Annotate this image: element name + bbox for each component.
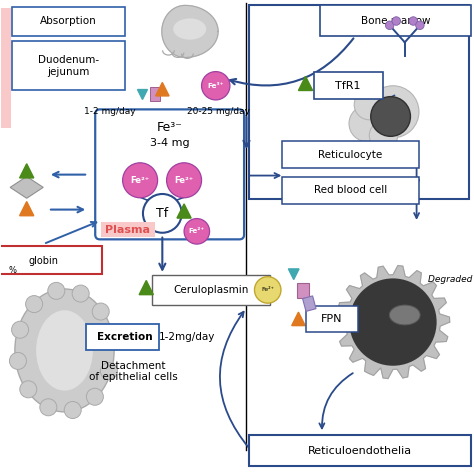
Text: 1-2mg/day: 1-2mg/day [159, 332, 216, 342]
Circle shape [11, 321, 28, 338]
Circle shape [123, 163, 157, 198]
Text: Duodenum-
jejunum: Duodenum- jejunum [38, 55, 99, 77]
FancyBboxPatch shape [314, 72, 383, 99]
Text: 20-25 mg/day: 20-25 mg/day [187, 107, 250, 116]
Ellipse shape [173, 18, 206, 40]
Text: Ceruloplasmin: Ceruloplasmin [173, 285, 249, 295]
Polygon shape [19, 164, 34, 178]
Bar [302, 296, 316, 311]
Ellipse shape [15, 289, 114, 412]
Circle shape [72, 285, 89, 302]
Text: Red blood cell: Red blood cell [314, 185, 387, 195]
Polygon shape [19, 201, 34, 216]
Circle shape [20, 381, 37, 398]
Circle shape [367, 86, 419, 138]
Circle shape [201, 72, 230, 100]
Circle shape [102, 331, 119, 348]
Text: Reticulocyte: Reticulocyte [319, 150, 383, 160]
FancyBboxPatch shape [282, 141, 419, 168]
Circle shape [143, 194, 182, 233]
FancyBboxPatch shape [282, 176, 419, 204]
Bar [0, 8, 11, 128]
Text: Plasma: Plasma [105, 225, 150, 235]
Circle shape [64, 401, 81, 419]
FancyBboxPatch shape [95, 109, 244, 239]
FancyBboxPatch shape [306, 306, 357, 331]
Text: Fe³⁻: Fe³⁻ [157, 121, 183, 134]
Polygon shape [177, 204, 191, 218]
Text: globin: globin [28, 255, 58, 265]
Text: Fe²⁺: Fe²⁺ [130, 176, 150, 185]
Circle shape [92, 303, 109, 320]
FancyBboxPatch shape [86, 324, 159, 350]
Bar [298, 283, 309, 299]
Circle shape [392, 17, 401, 25]
Circle shape [416, 21, 424, 29]
Polygon shape [292, 312, 305, 326]
FancyBboxPatch shape [152, 275, 270, 305]
Circle shape [385, 21, 394, 29]
Polygon shape [336, 265, 450, 379]
Text: TfR1: TfR1 [335, 81, 361, 91]
Polygon shape [137, 90, 147, 100]
Text: Absorption: Absorption [40, 17, 97, 27]
Circle shape [184, 219, 210, 244]
Text: 3-4 mg: 3-4 mg [150, 138, 190, 148]
Text: Degraded in: Degraded in [428, 275, 474, 284]
FancyBboxPatch shape [11, 7, 125, 36]
Polygon shape [162, 5, 218, 57]
Polygon shape [155, 82, 169, 96]
Text: Fe³⁺: Fe³⁺ [208, 83, 224, 89]
Text: Tf: Tf [156, 207, 168, 220]
Circle shape [354, 90, 384, 120]
Circle shape [86, 388, 103, 405]
Text: Fe²⁺: Fe²⁺ [261, 287, 274, 292]
Polygon shape [299, 76, 313, 91]
Ellipse shape [36, 310, 93, 391]
Text: 1-2 mg/day: 1-2 mg/day [83, 107, 135, 116]
Circle shape [26, 296, 43, 312]
Text: Excretion: Excretion [97, 332, 152, 342]
Polygon shape [139, 281, 154, 295]
Circle shape [166, 163, 201, 198]
FancyBboxPatch shape [319, 5, 471, 36]
Ellipse shape [390, 305, 420, 325]
Circle shape [349, 278, 437, 366]
Text: Fe²⁺: Fe²⁺ [174, 176, 194, 185]
Text: FPN: FPN [321, 314, 342, 324]
Bar [150, 87, 160, 101]
Circle shape [371, 97, 410, 137]
Text: Fe²⁺: Fe²⁺ [189, 228, 205, 234]
Circle shape [48, 283, 65, 300]
Text: Detachment
of epithelial cells: Detachment of epithelial cells [89, 361, 177, 383]
Circle shape [9, 353, 27, 369]
Circle shape [100, 363, 118, 380]
Polygon shape [288, 269, 299, 280]
Bar [101, 222, 155, 237]
Text: Bone marrow: Bone marrow [361, 16, 430, 26]
Circle shape [349, 106, 385, 142]
Circle shape [409, 17, 418, 25]
FancyBboxPatch shape [249, 435, 471, 466]
FancyBboxPatch shape [0, 246, 102, 274]
Polygon shape [10, 176, 43, 198]
Circle shape [255, 277, 281, 303]
Circle shape [369, 121, 398, 150]
Text: %: % [9, 265, 17, 274]
FancyBboxPatch shape [11, 41, 125, 91]
Circle shape [40, 399, 57, 416]
Text: Reticuloendothelia: Reticuloendothelia [308, 446, 412, 456]
